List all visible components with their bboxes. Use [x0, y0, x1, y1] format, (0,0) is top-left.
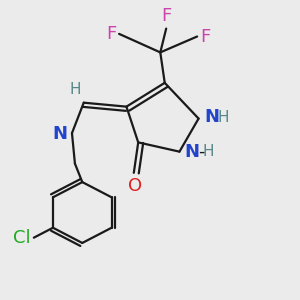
Text: N: N [185, 142, 200, 160]
Text: F: F [106, 25, 116, 43]
Text: N: N [52, 125, 68, 143]
Text: H: H [218, 110, 229, 125]
Text: F: F [161, 7, 171, 25]
Text: O: O [128, 177, 142, 195]
Text: H: H [69, 82, 81, 98]
Text: Cl: Cl [13, 229, 31, 247]
Text: N: N [204, 108, 219, 126]
Text: F: F [200, 28, 210, 46]
Text: H: H [202, 144, 214, 159]
Text: -: - [198, 142, 204, 160]
